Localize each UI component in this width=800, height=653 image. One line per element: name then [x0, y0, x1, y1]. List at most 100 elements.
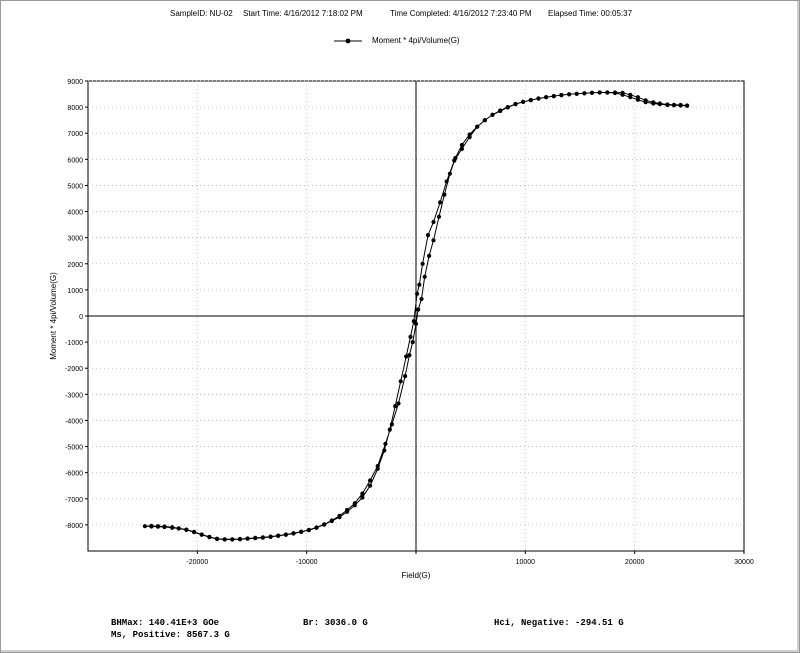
- br-readout: Br: 3036.0 G: [303, 618, 368, 628]
- data-point: [498, 108, 503, 114]
- data-point: [360, 495, 365, 500]
- data-point: [192, 529, 197, 535]
- data-point: [291, 531, 296, 536]
- data-point: [427, 253, 432, 258]
- data-point: [413, 321, 419, 326]
- data-point: [387, 427, 392, 432]
- data-point: [438, 200, 443, 205]
- data-point: [403, 374, 408, 379]
- data-point: [444, 179, 449, 184]
- x-axis-label: Field(G): [402, 571, 431, 580]
- data-point: [635, 95, 641, 100]
- data-point: [482, 118, 487, 123]
- data-point: [184, 527, 189, 532]
- data-point: [410, 340, 415, 345]
- data-point: [207, 534, 212, 540]
- data-point: [528, 98, 533, 103]
- data-point: [398, 379, 403, 384]
- data-point: [620, 90, 625, 95]
- x-tick-label: -10000: [296, 559, 318, 566]
- data-point: [582, 91, 587, 96]
- data-point: [589, 90, 595, 95]
- legend-series-label: Moment * 4pi/Volume(G): [372, 36, 460, 45]
- y-tick-label: 1000: [67, 288, 83, 295]
- y-tick-label: -8000: [65, 523, 83, 530]
- data-point: [170, 525, 175, 530]
- series-layer: [142, 90, 690, 542]
- y-tick-label: 6000: [67, 157, 83, 164]
- data-point: [237, 536, 243, 542]
- data-point: [651, 100, 656, 105]
- y-tick-label: 0: [79, 314, 83, 321]
- x-tick-label: -20000: [186, 559, 208, 566]
- x-tick-label: 10000: [516, 559, 536, 566]
- data-point: [383, 441, 388, 446]
- data-point: [382, 448, 387, 453]
- start-time-label: Start Time: 4/16/2012 7:18:02 PM: [243, 9, 363, 18]
- data-point: [149, 523, 154, 529]
- data-point: [447, 171, 452, 176]
- time-completed-label: Time Completed: 4/16/2012 7:23:40 PM: [390, 9, 532, 18]
- data-point: [268, 534, 273, 539]
- y-tick-label: 5000: [67, 183, 83, 190]
- data-point: [142, 524, 147, 529]
- data-point: [459, 142, 464, 148]
- data-point: [276, 533, 281, 538]
- data-point: [314, 525, 319, 530]
- data-point: [176, 526, 181, 531]
- data-point: [306, 527, 311, 533]
- data-point: [407, 353, 412, 358]
- data-point: [408, 334, 413, 339]
- data-point: [253, 535, 258, 541]
- legend-marker-icon: [334, 38, 362, 44]
- data-point: [329, 518, 334, 523]
- data-point: [513, 102, 518, 107]
- y-tick-label: -6000: [65, 471, 83, 478]
- data-point: [567, 92, 572, 97]
- data-point: [678, 102, 683, 108]
- data-point: [214, 536, 220, 541]
- data-point: [337, 513, 342, 518]
- data-point: [396, 401, 401, 406]
- data-point: [417, 282, 422, 287]
- data-point: [322, 522, 327, 527]
- y-tick-label: -1000: [65, 340, 83, 347]
- data-point: [475, 124, 480, 129]
- data-point: [612, 90, 618, 95]
- y-tick-label: 4000: [67, 210, 83, 217]
- x-tick-label: 20000: [625, 559, 645, 566]
- data-point: [260, 535, 265, 540]
- y-tick-label: -2000: [65, 366, 83, 373]
- data-point: [222, 537, 227, 542]
- data-point: [544, 95, 549, 100]
- data-point: [404, 354, 409, 359]
- data-point: [393, 404, 398, 409]
- data-point: [605, 90, 610, 95]
- y-tick-label: 2000: [67, 262, 83, 269]
- data-point: [436, 214, 442, 219]
- data-point: [643, 98, 648, 103]
- data-point: [574, 91, 579, 96]
- y-tick-label: 8000: [67, 105, 83, 112]
- data-point: [422, 274, 427, 279]
- data-point: [551, 94, 556, 99]
- data-point: [536, 96, 541, 101]
- data-point: [155, 524, 161, 529]
- data-point: [299, 529, 304, 534]
- y-tick-label: -3000: [65, 392, 83, 399]
- sample-id-label: SampleID: NU-02: [170, 9, 233, 18]
- data-point: [425, 233, 431, 238]
- data-point: [420, 261, 425, 266]
- data-point: [628, 92, 633, 97]
- data-point: [431, 238, 436, 243]
- x-tick-label: 30000: [734, 559, 754, 566]
- y-tick-label: -7000: [65, 497, 83, 504]
- elapsed-time-label: Elapsed Time: 00:05:37: [548, 9, 633, 18]
- data-point: [415, 291, 420, 296]
- y-tick-label: 7000: [67, 131, 83, 138]
- data-point: [345, 507, 350, 513]
- tick-labels: -8000 -7000 -6000 -5000 -4000 -3000 -2000 -1000…: [65, 79, 754, 566]
- data-point: [671, 102, 677, 107]
- data-point: [360, 491, 365, 496]
